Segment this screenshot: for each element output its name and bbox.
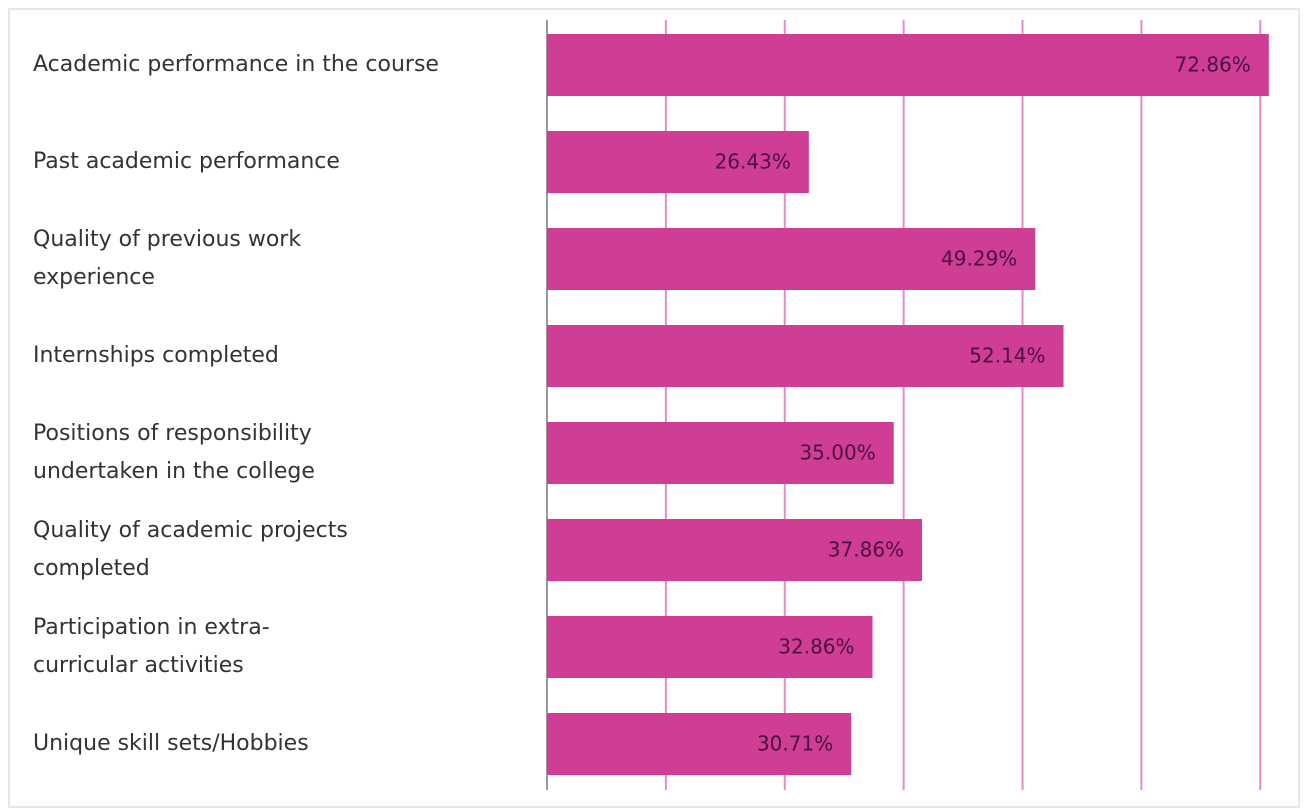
value-label: 26.43% xyxy=(715,150,791,174)
bar xyxy=(547,228,1036,290)
bar xyxy=(547,325,1064,387)
bar xyxy=(547,519,923,581)
bar xyxy=(547,713,852,775)
value-label: 49.29% xyxy=(941,247,1017,271)
category-text: Internships completed xyxy=(33,343,279,368)
category-label: Past academic performance xyxy=(33,117,503,207)
category-text: Past academic performance xyxy=(33,149,340,174)
category-text: Quality of academic projects completed xyxy=(33,518,348,581)
value-label: 52.14% xyxy=(969,344,1045,368)
category-label: Quality of academic projects completed xyxy=(33,505,503,595)
bar xyxy=(547,34,1269,96)
category-label: Unique skill sets/Hobbies xyxy=(33,699,503,789)
value-label: 32.86% xyxy=(778,635,854,659)
category-label: Internships completed xyxy=(33,311,503,401)
value-label: 72.86% xyxy=(1175,53,1251,77)
bar xyxy=(547,616,873,678)
category-text: Quality of previous work experience xyxy=(33,227,302,290)
category-text: Unique skill sets/Hobbies xyxy=(33,731,309,756)
category-text: Positions of responsibility undertaken i… xyxy=(33,421,315,484)
category-text: Academic performance in the course xyxy=(33,52,439,77)
bar xyxy=(547,131,809,193)
value-label: 37.86% xyxy=(828,538,904,562)
category-label: Academic performance in the course xyxy=(33,20,503,110)
value-label: 35.00% xyxy=(799,441,875,465)
category-label: Participation in extra-curricular activi… xyxy=(33,602,503,692)
category-text: Participation in extra-curricular activi… xyxy=(33,615,270,678)
category-label: Positions of responsibility undertaken i… xyxy=(33,408,503,498)
bar xyxy=(547,422,894,484)
category-label: Quality of previous work experience xyxy=(33,214,503,304)
value-label: 30.71% xyxy=(757,732,833,756)
